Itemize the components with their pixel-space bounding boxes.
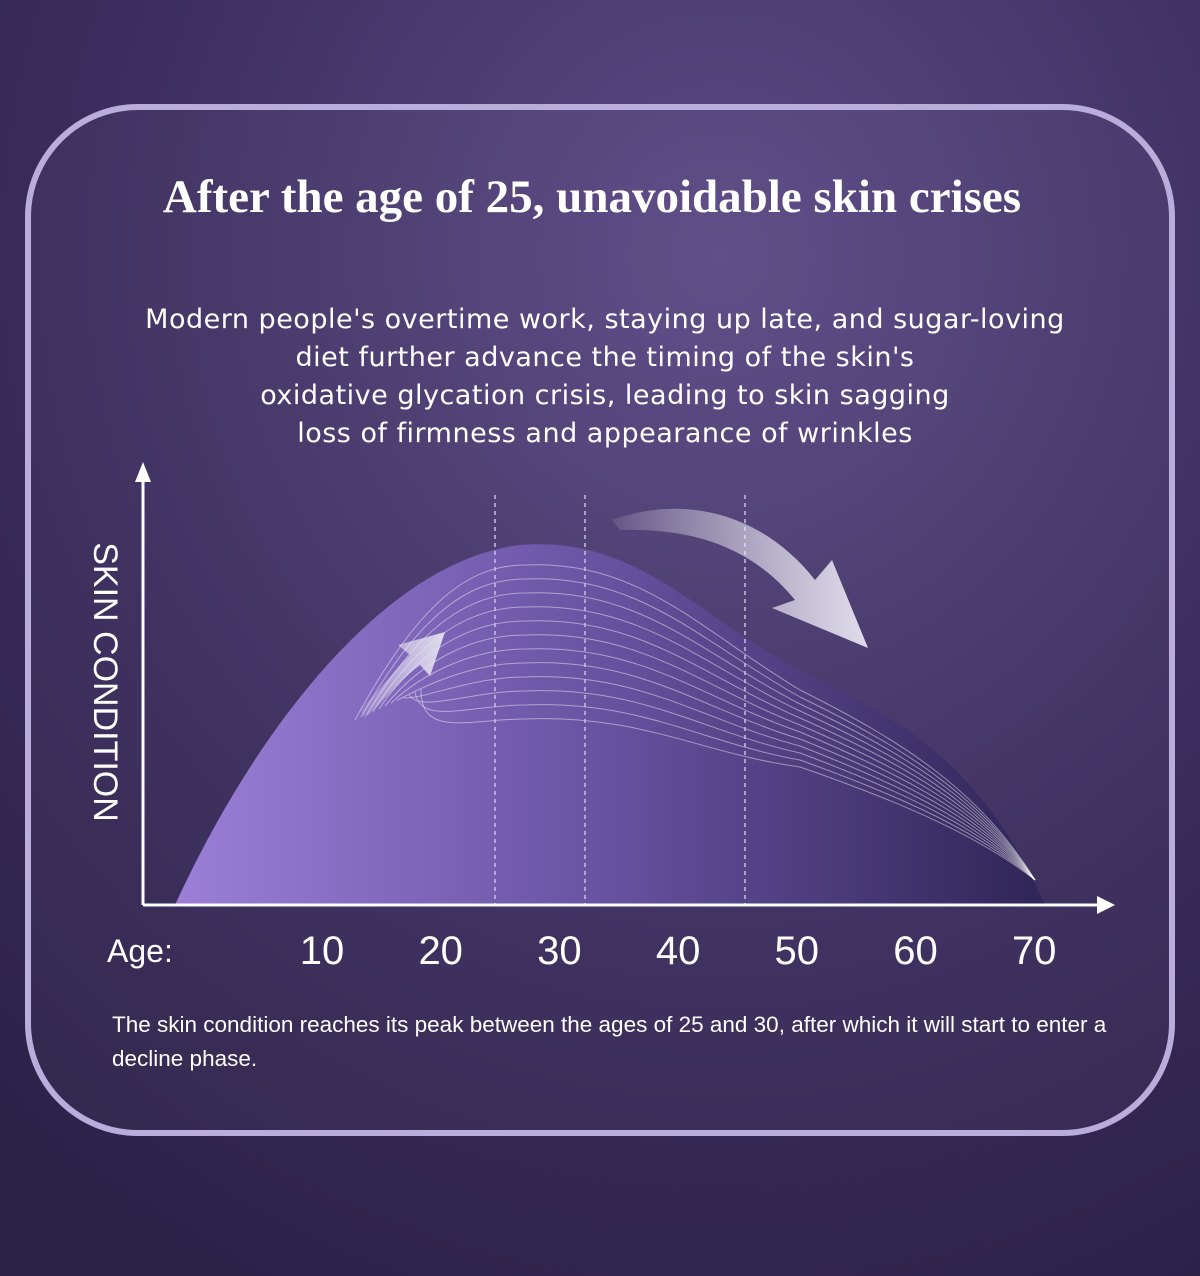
description-line: loss of firmness and appearance of wrink…	[297, 418, 913, 449]
curve-line	[354, 564, 1036, 881]
x-ticks: 10 20 30 40 50 60 70	[300, 929, 1057, 973]
x-axis-label: Age:	[107, 933, 173, 969]
curve-line	[366, 592, 1036, 881]
curve-line	[372, 606, 1036, 881]
curve-line	[384, 634, 1036, 881]
x-tick-label: 70	[1012, 929, 1057, 973]
x-tick-label: 20	[418, 929, 463, 973]
curve-line	[402, 676, 1036, 881]
note: The skin condition reaches its peak betw…	[112, 1012, 1107, 1071]
curve-line	[414, 691, 1036, 881]
curve-area	[175, 544, 1045, 905]
up-arrow	[360, 632, 445, 718]
curve-line	[396, 662, 1036, 881]
x-tick-label: 10	[300, 929, 345, 973]
curve-line	[420, 689, 1036, 881]
description-line: Modern people's overtime work, staying u…	[145, 304, 1065, 335]
title: After the age of 25, unavoidable skin cr…	[163, 171, 1021, 223]
curve-line	[390, 648, 1036, 881]
y-arrowhead	[135, 462, 151, 482]
curve-line	[360, 578, 1036, 881]
down-arrow	[612, 508, 868, 648]
curve-lines	[354, 564, 1036, 881]
description-line: oxidative glycation crisis, leading to s…	[260, 380, 950, 411]
x-tick-label: 30	[537, 929, 582, 973]
x-tick-label: 50	[775, 929, 820, 973]
axes	[141, 480, 1100, 907]
description-line: diet further advance the timing of the s…	[296, 342, 915, 373]
card	[25, 104, 1175, 1136]
curve-line	[408, 690, 1036, 881]
x-tick-label: 40	[656, 929, 701, 973]
x-tick-label: 60	[893, 929, 938, 973]
y-axis-label: SKIN CONDITION	[86, 542, 124, 822]
curve-line	[378, 620, 1036, 881]
x-arrowhead	[1097, 896, 1115, 914]
